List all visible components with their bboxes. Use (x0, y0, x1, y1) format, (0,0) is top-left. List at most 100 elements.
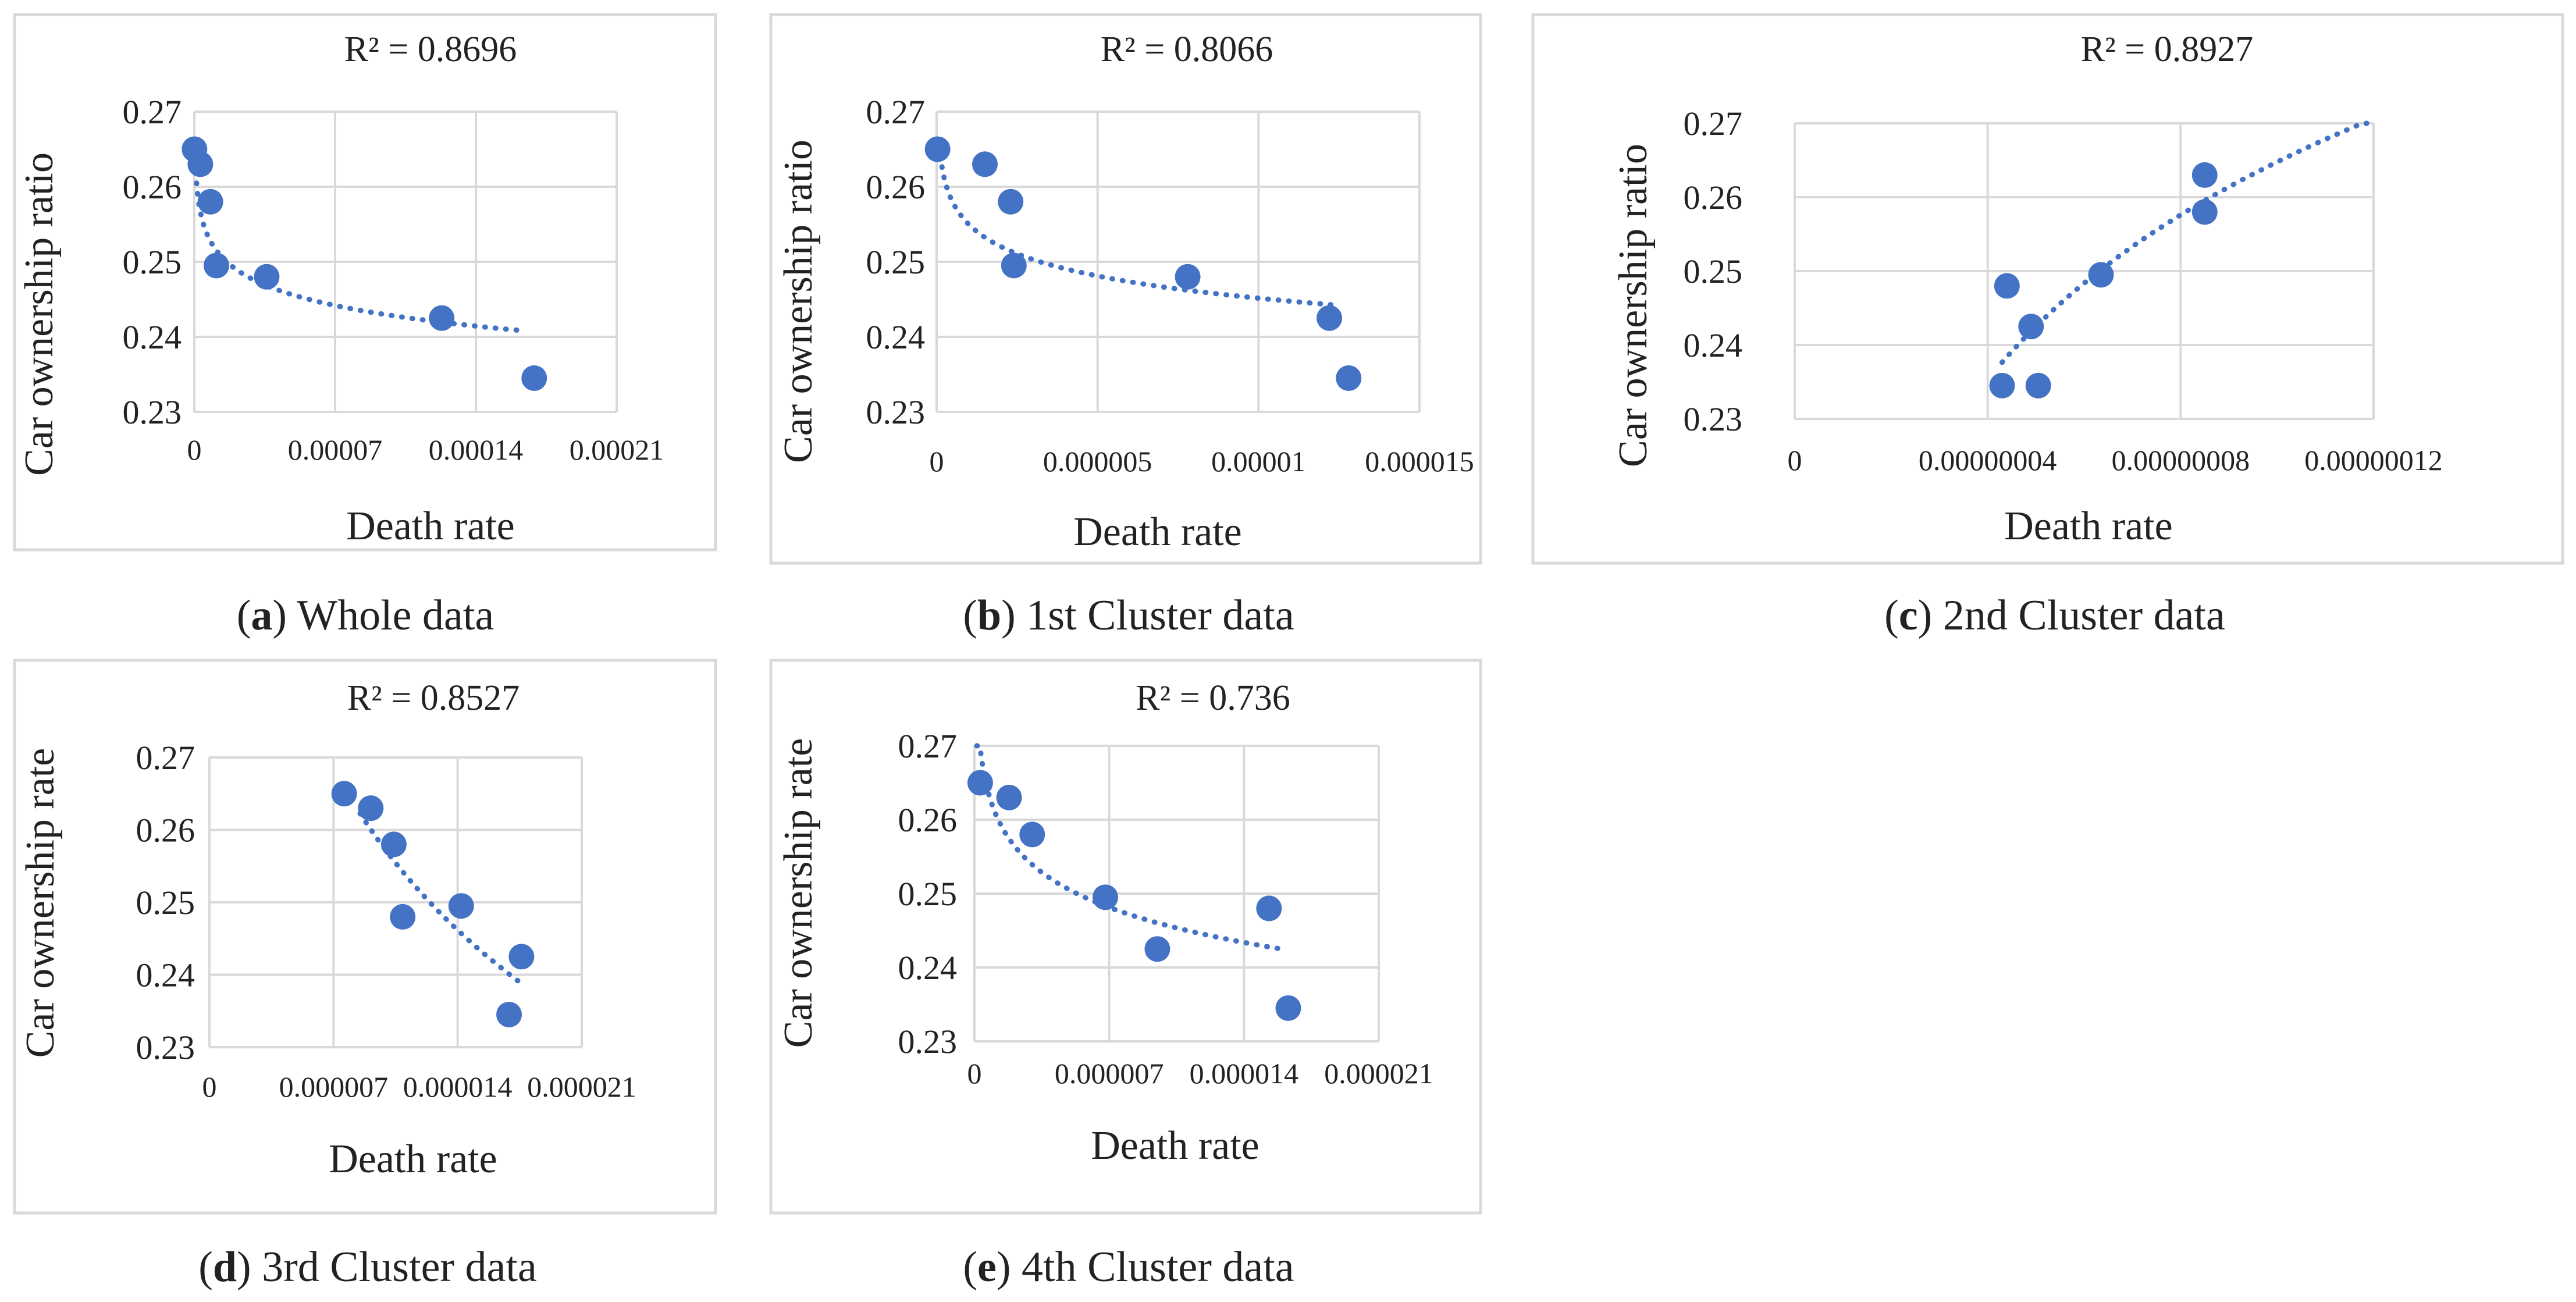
data-point (1994, 273, 2020, 299)
panel-letter: d (213, 1243, 237, 1291)
data-point (2191, 199, 2218, 225)
x-tick-label: 0.00014 (429, 433, 524, 466)
data-point (521, 365, 547, 391)
y-tick-label: 0.23 (898, 1023, 958, 1061)
data-point (1093, 884, 1119, 910)
data-point (2025, 372, 2051, 399)
x-tick-label: 0 (930, 445, 944, 478)
data-point (1175, 264, 1201, 290)
panel-letter: b (977, 592, 1001, 639)
y-tick-label: 0.27 (136, 739, 195, 777)
data-point (1001, 252, 1027, 279)
data-point (429, 305, 455, 331)
data-point (1336, 365, 1362, 391)
y-tick-label: 0.26 (866, 168, 926, 206)
x-tick-label: 0 (1788, 444, 1802, 476)
data-point (998, 188, 1024, 215)
x-tick-label: 0 (967, 1057, 982, 1090)
x-axis-title: Death rate (346, 504, 515, 549)
chart-panel-d: 0.23 0.24 0.25 0.26 0.27 0 0.000007 0.000014 0.0… (13, 659, 717, 1291)
x-axis-title: Death rate (2004, 504, 2173, 549)
data-point (2088, 262, 2114, 288)
r-squared-annotation: R² = 0.8066 (1101, 30, 1273, 69)
chart-border (769, 659, 1482, 1215)
x-tick-label: 0.000015 (1365, 445, 1474, 478)
data-point (972, 151, 998, 177)
x-tick-label: 0.000014 (1190, 1057, 1299, 1090)
y-tick-label: 0.23 (123, 393, 182, 431)
y-tick-label: 0.27 (866, 93, 926, 131)
x-tick-label: 0.00007 (288, 433, 383, 466)
y-tick-label: 0.27 (898, 727, 958, 765)
data-point (1144, 936, 1170, 962)
x-tick-label: 0.00000012 (2304, 444, 2443, 476)
data-point (390, 903, 416, 930)
panel-label: 2nd Cluster data (1943, 592, 2225, 639)
data-point (1256, 895, 1282, 922)
x-tick-label: 0.00000008 (2112, 444, 2250, 476)
r-squared-annotation: R² = 0.8696 (344, 30, 517, 69)
x-tick-label: 0.00000004 (1919, 444, 2057, 476)
chart-panel-e: 0.23 0.24 0.25 0.26 0.27 0 0.000007 0.000014 0.0… (769, 659, 1482, 1291)
data-point (197, 188, 223, 215)
y-tick-label: 0.24 (136, 956, 195, 994)
trendline (357, 810, 524, 987)
x-axis-title: Death rate (329, 1137, 497, 1182)
trendline (193, 170, 529, 334)
data-point (2191, 162, 2218, 188)
x-tick-label: 0.000007 (279, 1070, 389, 1103)
chart-border (13, 13, 717, 552)
y-axis-title: Car ownership ratio (17, 152, 62, 476)
panel-caption: (e) 4th Cluster data (963, 1243, 1294, 1291)
y-tick-label: 0.23 (866, 393, 926, 431)
y-tick-label: 0.24 (866, 318, 926, 356)
data-point (1019, 821, 1045, 848)
chart-border (13, 659, 717, 1215)
chart-border (769, 13, 1482, 565)
x-tick-label: 0.000021 (1324, 1057, 1433, 1090)
data-point (1275, 995, 1301, 1021)
x-tick-label: 0 (187, 433, 202, 466)
x-tick-label: 0.000021 (527, 1070, 636, 1103)
y-tick-label: 0.23 (136, 1029, 195, 1066)
data-point (380, 831, 407, 858)
y-axis-title: Car ownership ratio (1611, 144, 1656, 467)
y-tick-label: 0.25 (898, 875, 958, 913)
y-tick-label: 0.23 (1684, 400, 1743, 438)
chart-panel-b: 0.23 0.24 0.25 0.26 0.27 0 0.000005 0.00001 0.00… (769, 13, 1482, 639)
panel-caption: (d) 3rd Cluster data (198, 1243, 537, 1291)
y-axis-title: Car ownership ratio (776, 140, 821, 463)
y-tick-label: 0.24 (123, 318, 182, 356)
panel-caption: (b) 1st Cluster data (963, 592, 1294, 639)
data-point (187, 151, 214, 177)
panel-label: 4th Cluster data (1022, 1243, 1294, 1291)
panel-label: 3rd Cluster data (262, 1243, 537, 1291)
y-tick-label: 0.27 (1684, 105, 1743, 143)
y-tick-label: 0.26 (1684, 179, 1743, 216)
y-tick-label: 0.25 (1684, 252, 1743, 290)
y-tick-label: 0.25 (136, 884, 195, 922)
y-tick-label: 0.24 (1684, 326, 1743, 364)
data-point (1989, 372, 2015, 399)
data-point (1317, 305, 1343, 331)
y-tick-label: 0.24 (898, 949, 958, 987)
data-point (996, 784, 1022, 810)
data-point (358, 795, 384, 821)
y-axis-title: Car ownership rate (776, 738, 821, 1048)
trendline (938, 154, 1342, 308)
x-tick-label: 0.00001 (1211, 445, 1306, 478)
y-axis-title: Car ownership rate (18, 748, 63, 1058)
panel-caption: (c) 2nd Cluster data (1884, 592, 2225, 639)
chart-panel-c: 0.23 0.24 0.25 0.26 0.27 0 0.00000004 0.0000000… (1531, 13, 2564, 639)
x-tick-label: 0.000005 (1043, 445, 1152, 478)
data-point (967, 770, 993, 796)
y-tick-label: 0.25 (123, 243, 182, 281)
x-tick-label: 0.000014 (403, 1070, 513, 1103)
data-point (254, 264, 280, 290)
y-tick-label: 0.26 (136, 812, 195, 849)
data-point (2018, 314, 2044, 340)
data-point (331, 781, 357, 807)
y-tick-label: 0.25 (866, 243, 926, 281)
r-squared-annotation: R² = 0.736 (1136, 678, 1290, 718)
